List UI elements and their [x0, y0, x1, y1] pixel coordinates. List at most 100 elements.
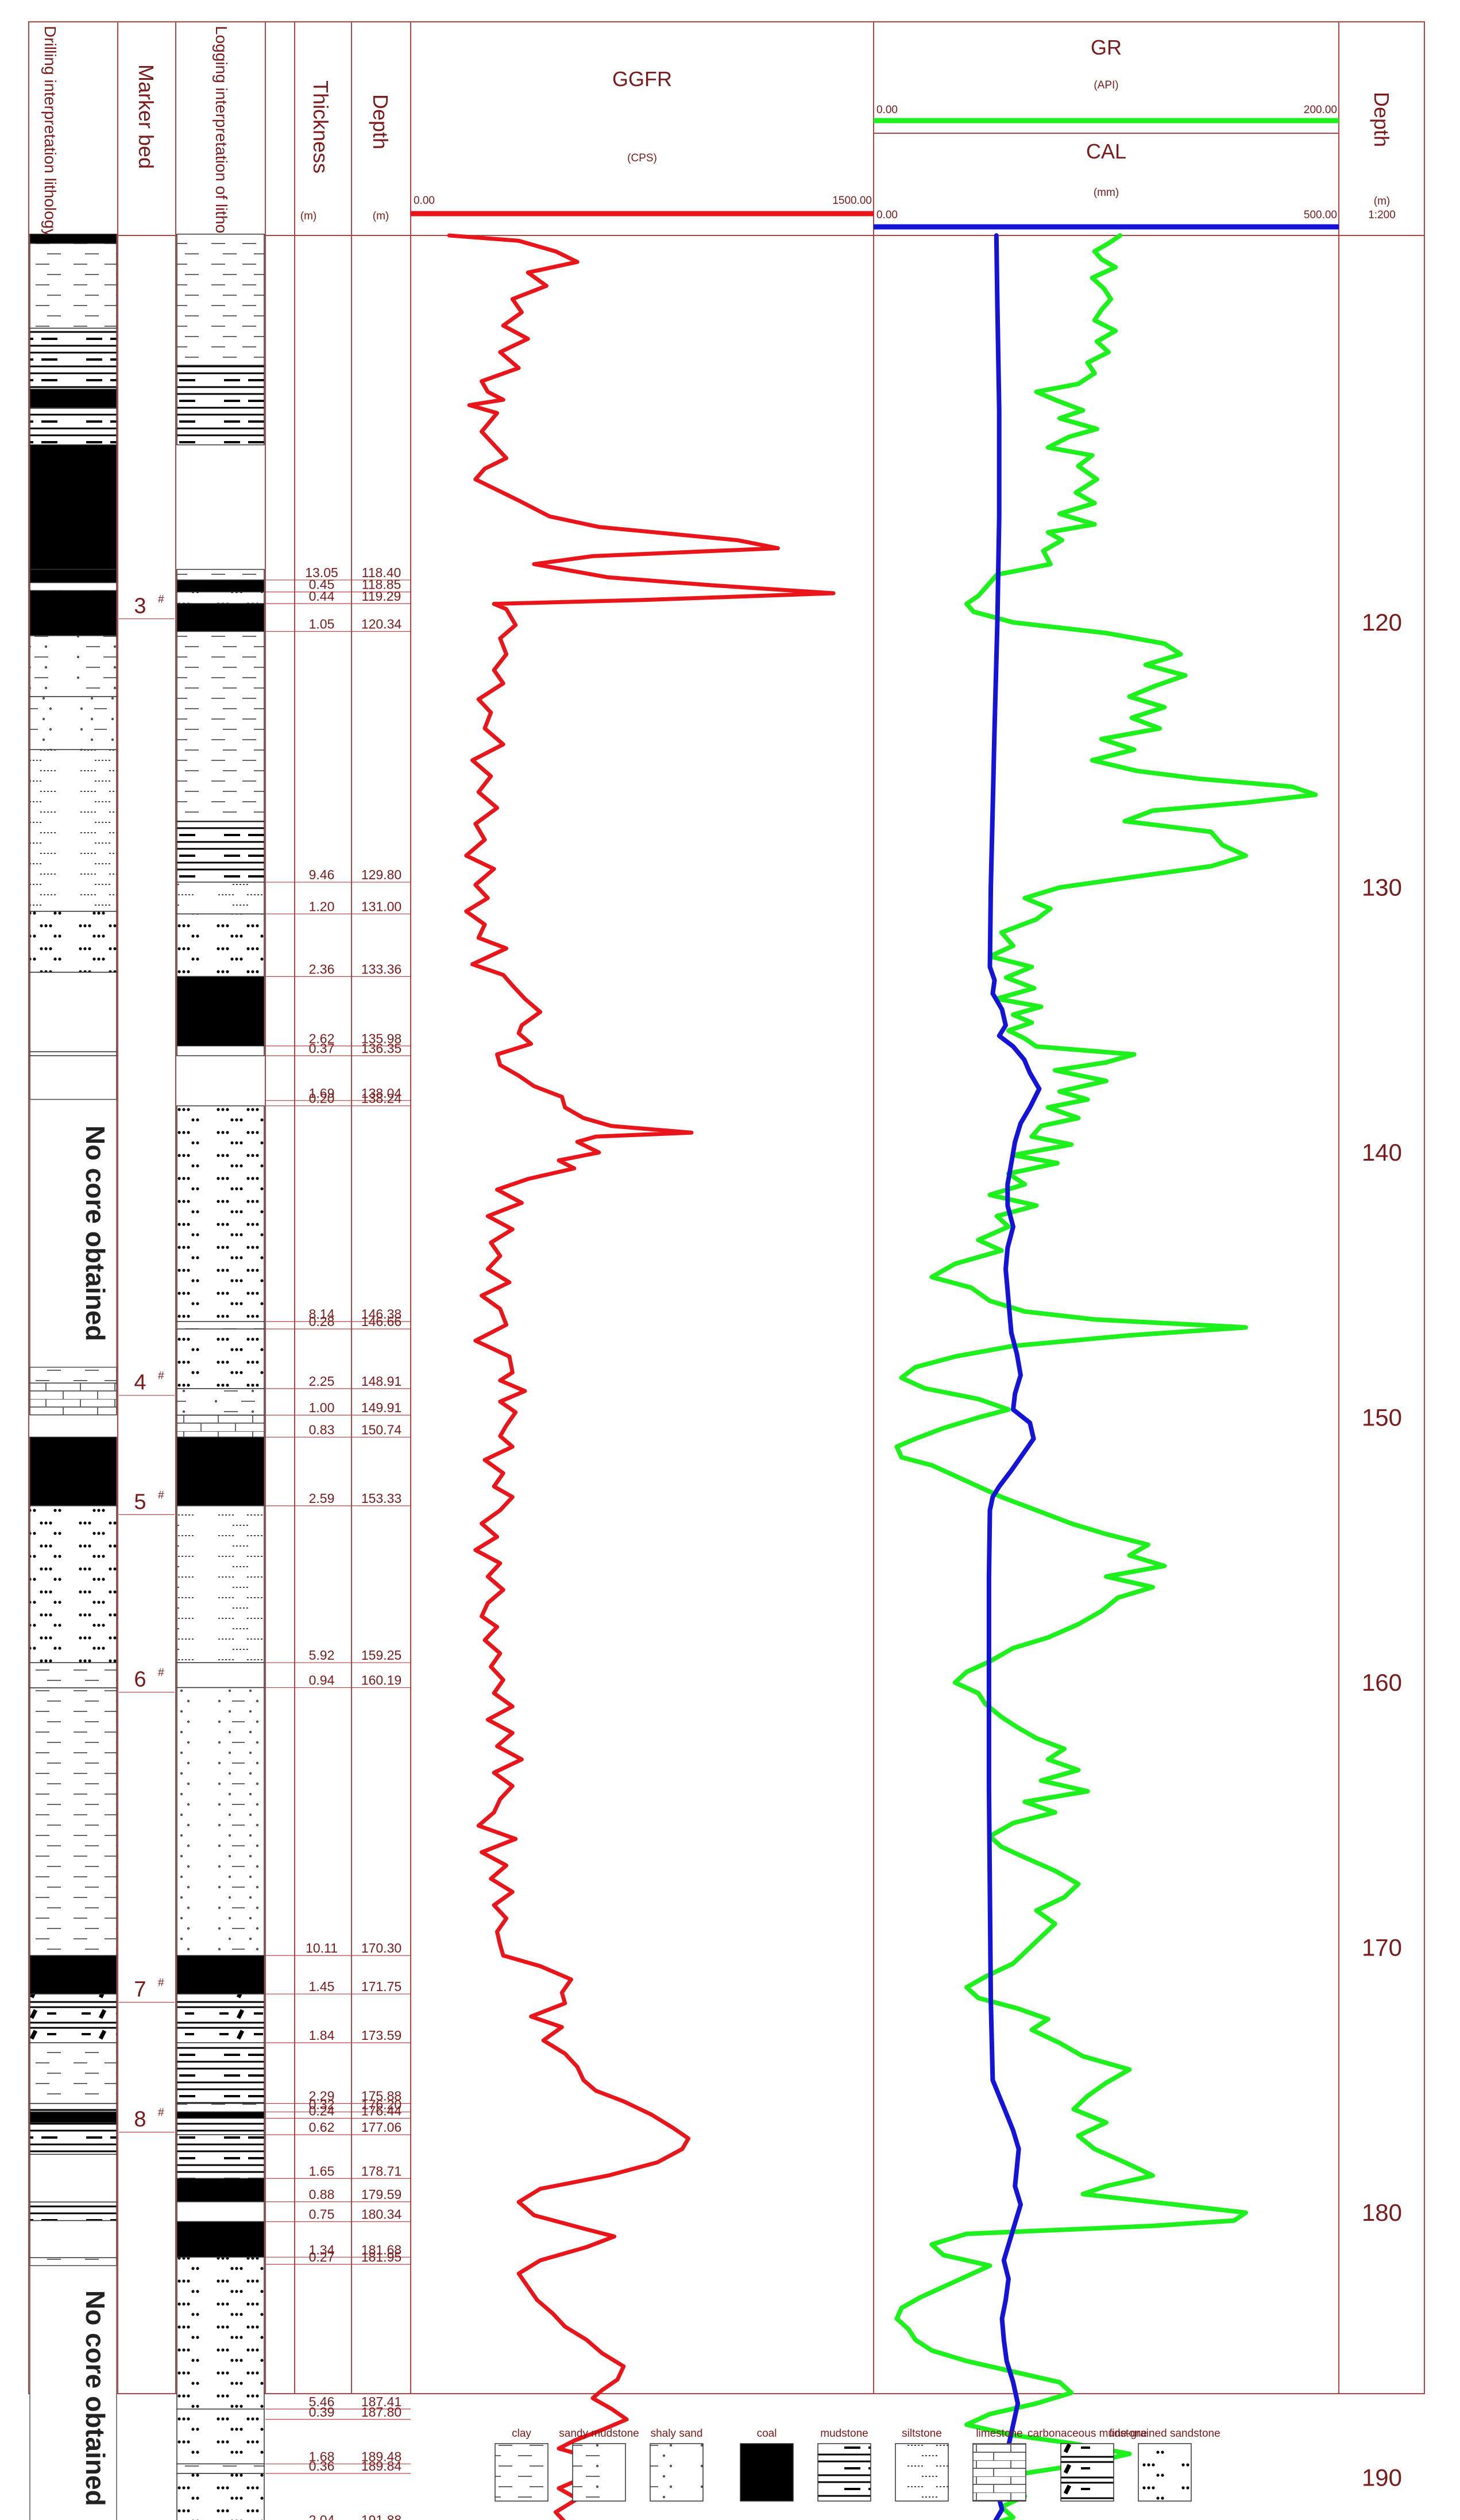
- depth-value: 176.44: [361, 2103, 402, 2118]
- drilling-bed-shaly-sand: [29, 696, 117, 751]
- drilling-bed-clay: [29, 1051, 117, 1057]
- depth-tick-label: 140: [1362, 1139, 1402, 1166]
- thickness-value: 0.75: [309, 2206, 335, 2221]
- thickness-value: 9.46: [309, 867, 335, 882]
- no-core-intervals: No core obtained No core obtained: [29, 1099, 117, 2520]
- logging-bed-clay: [176, 233, 265, 366]
- logging-bed-shaly-sand: [176, 1687, 265, 1956]
- no-core-box: [29, 2265, 117, 2520]
- drilling-lithology-column: [29, 233, 117, 2266]
- depth-value: 191.88: [361, 2513, 401, 2520]
- thickness-value: 0.83: [309, 1422, 335, 1437]
- thickness-value: 5.92: [309, 1648, 335, 1663]
- logging-bed-mudstone: [176, 2117, 265, 2135]
- drilling-bed-coal: [29, 444, 117, 570]
- depth-value: 159.25: [361, 1648, 401, 1663]
- no-core-box: [29, 1099, 117, 1368]
- legend-swatch-clay: [495, 2443, 549, 2502]
- thickness-value: 8.14: [309, 1307, 335, 1321]
- depth-value: 187.80: [361, 2405, 401, 2419]
- ggfr-scale-max: 1500.00: [832, 195, 872, 207]
- logging-bed-fine-grained-sandstone: [176, 2256, 265, 2410]
- drilling-bed-coal: [29, 233, 117, 244]
- depth-value: 181.95: [361, 2250, 401, 2264]
- depth-value: 118.85: [362, 577, 401, 592]
- drilling-bed-clay: [29, 1687, 117, 1956]
- gr-curve: [894, 233, 1318, 2520]
- thickness-value: 1.34: [309, 2242, 335, 2257]
- logging-bed-coal: [176, 2221, 265, 2258]
- thickness-value: 0.32: [309, 2097, 335, 2112]
- marker-bed-label: 6: [134, 1668, 146, 1692]
- thickness-value: 0.45: [309, 577, 335, 592]
- drilling-bed-clay: [29, 1662, 117, 1688]
- depth-value: 119.29: [362, 589, 401, 604]
- depth-value: 177.06: [361, 2120, 401, 2135]
- marker-bed-superscript: #: [158, 1667, 164, 1679]
- marker-bed-superscript: #: [158, 593, 164, 605]
- legend-label: coal: [757, 2428, 777, 2440]
- drilling-bed-none: [29, 972, 117, 1053]
- depth-tick-label: 120: [1362, 609, 1402, 636]
- thickness-value: 0.24: [309, 2103, 335, 2118]
- logging-bed-mudstone: [176, 2042, 265, 2104]
- interval-table: 13.05 118.40 0.45 118.85 0.44 119.29 1.05 120.3…: [265, 565, 411, 2520]
- legend-label: mudstone: [820, 2428, 868, 2440]
- depth-value: 181.68: [361, 2242, 401, 2257]
- no-core-label: No core obtained: [80, 1126, 110, 1342]
- legend-label: carbonaceous mudstone: [1028, 2428, 1147, 2440]
- depth-value: 138.04: [361, 1085, 402, 1100]
- header-gr: GR: [1091, 36, 1122, 59]
- logging-bed-fine-grained-sandstone: [176, 591, 265, 604]
- header-cal: CAL: [1086, 140, 1126, 163]
- depth-value: 171.75: [361, 1979, 401, 1994]
- logging-bed-coal: [176, 976, 265, 1047]
- logging-lithology-column: [176, 233, 265, 2520]
- thickness-value: 0.27: [309, 2250, 335, 2264]
- depth-tick-label: 180: [1362, 2199, 1402, 2226]
- thickness-value: 1.68: [309, 2449, 335, 2464]
- depth-value: 189.84: [361, 2459, 402, 2473]
- logging-bed-sandy-mudstone: [176, 1388, 265, 1416]
- depth-value: 118.40: [362, 565, 401, 580]
- depth-value: 138.24: [361, 1091, 402, 1106]
- drilling-bed-clay: [29, 2042, 117, 2104]
- gr-scale-min: 0.00: [876, 104, 898, 116]
- depth-value: 179.59: [361, 2187, 401, 2202]
- thickness-value: 0.36: [309, 2459, 335, 2473]
- drilling-bed-mudstone: [29, 2201, 117, 2221]
- legend-label: clay: [512, 2428, 531, 2440]
- depth-value: 160.19: [361, 1673, 401, 1688]
- drilling-bed-coal: [29, 1436, 117, 1506]
- logging-bed-coal: [176, 579, 265, 593]
- drilling-bed-limestone: [29, 1382, 117, 1416]
- logging-bed-siltstone: [176, 1505, 265, 1663]
- depth-value: 153.33: [361, 1491, 401, 1506]
- drilling-bed-mudstone: [29, 2122, 117, 2155]
- logging-bed-none: [176, 2201, 265, 2223]
- depth-axis: 120 130 140 150 160 170 180 190: [1362, 609, 1402, 2491]
- header-depth-right-unit: (m): [1374, 195, 1390, 207]
- legend-swatch-shaly-sand: [650, 2443, 704, 2502]
- cal-scale-min: 0.00: [876, 209, 898, 221]
- drilling-bed-clay: [29, 1366, 117, 1384]
- logging-bed-clay: [176, 569, 265, 581]
- depth-tick-label: 190: [1362, 2464, 1402, 2491]
- thickness-value: 0.37: [309, 1041, 335, 1056]
- legend-label: sandy mudstone: [559, 2428, 639, 2440]
- depth-value: 176.20: [361, 2097, 401, 2112]
- logging-bed-fine-grained-sandstone: [176, 1328, 265, 1389]
- thickness-value: 0.94: [309, 1673, 335, 1688]
- thickness-value: 1.69: [309, 1085, 335, 1100]
- logging-bed-coal: [176, 603, 265, 632]
- logging-bed-mudstone: [176, 821, 265, 883]
- depth-value: 149.91: [361, 1400, 401, 1415]
- no-core-label: No core obtained: [80, 2290, 110, 2506]
- thickness-value: 0.44: [309, 589, 335, 604]
- depth-value: 146.66: [361, 1314, 401, 1329]
- thickness-value: 0.39: [309, 2405, 335, 2419]
- thickness-value: 0.20: [309, 1091, 335, 1106]
- logging-bed-fine-grained-sandstone: [176, 2409, 265, 2465]
- depth-tick-label: 170: [1362, 1934, 1402, 1961]
- drilling-bed-coal: [29, 2111, 117, 2123]
